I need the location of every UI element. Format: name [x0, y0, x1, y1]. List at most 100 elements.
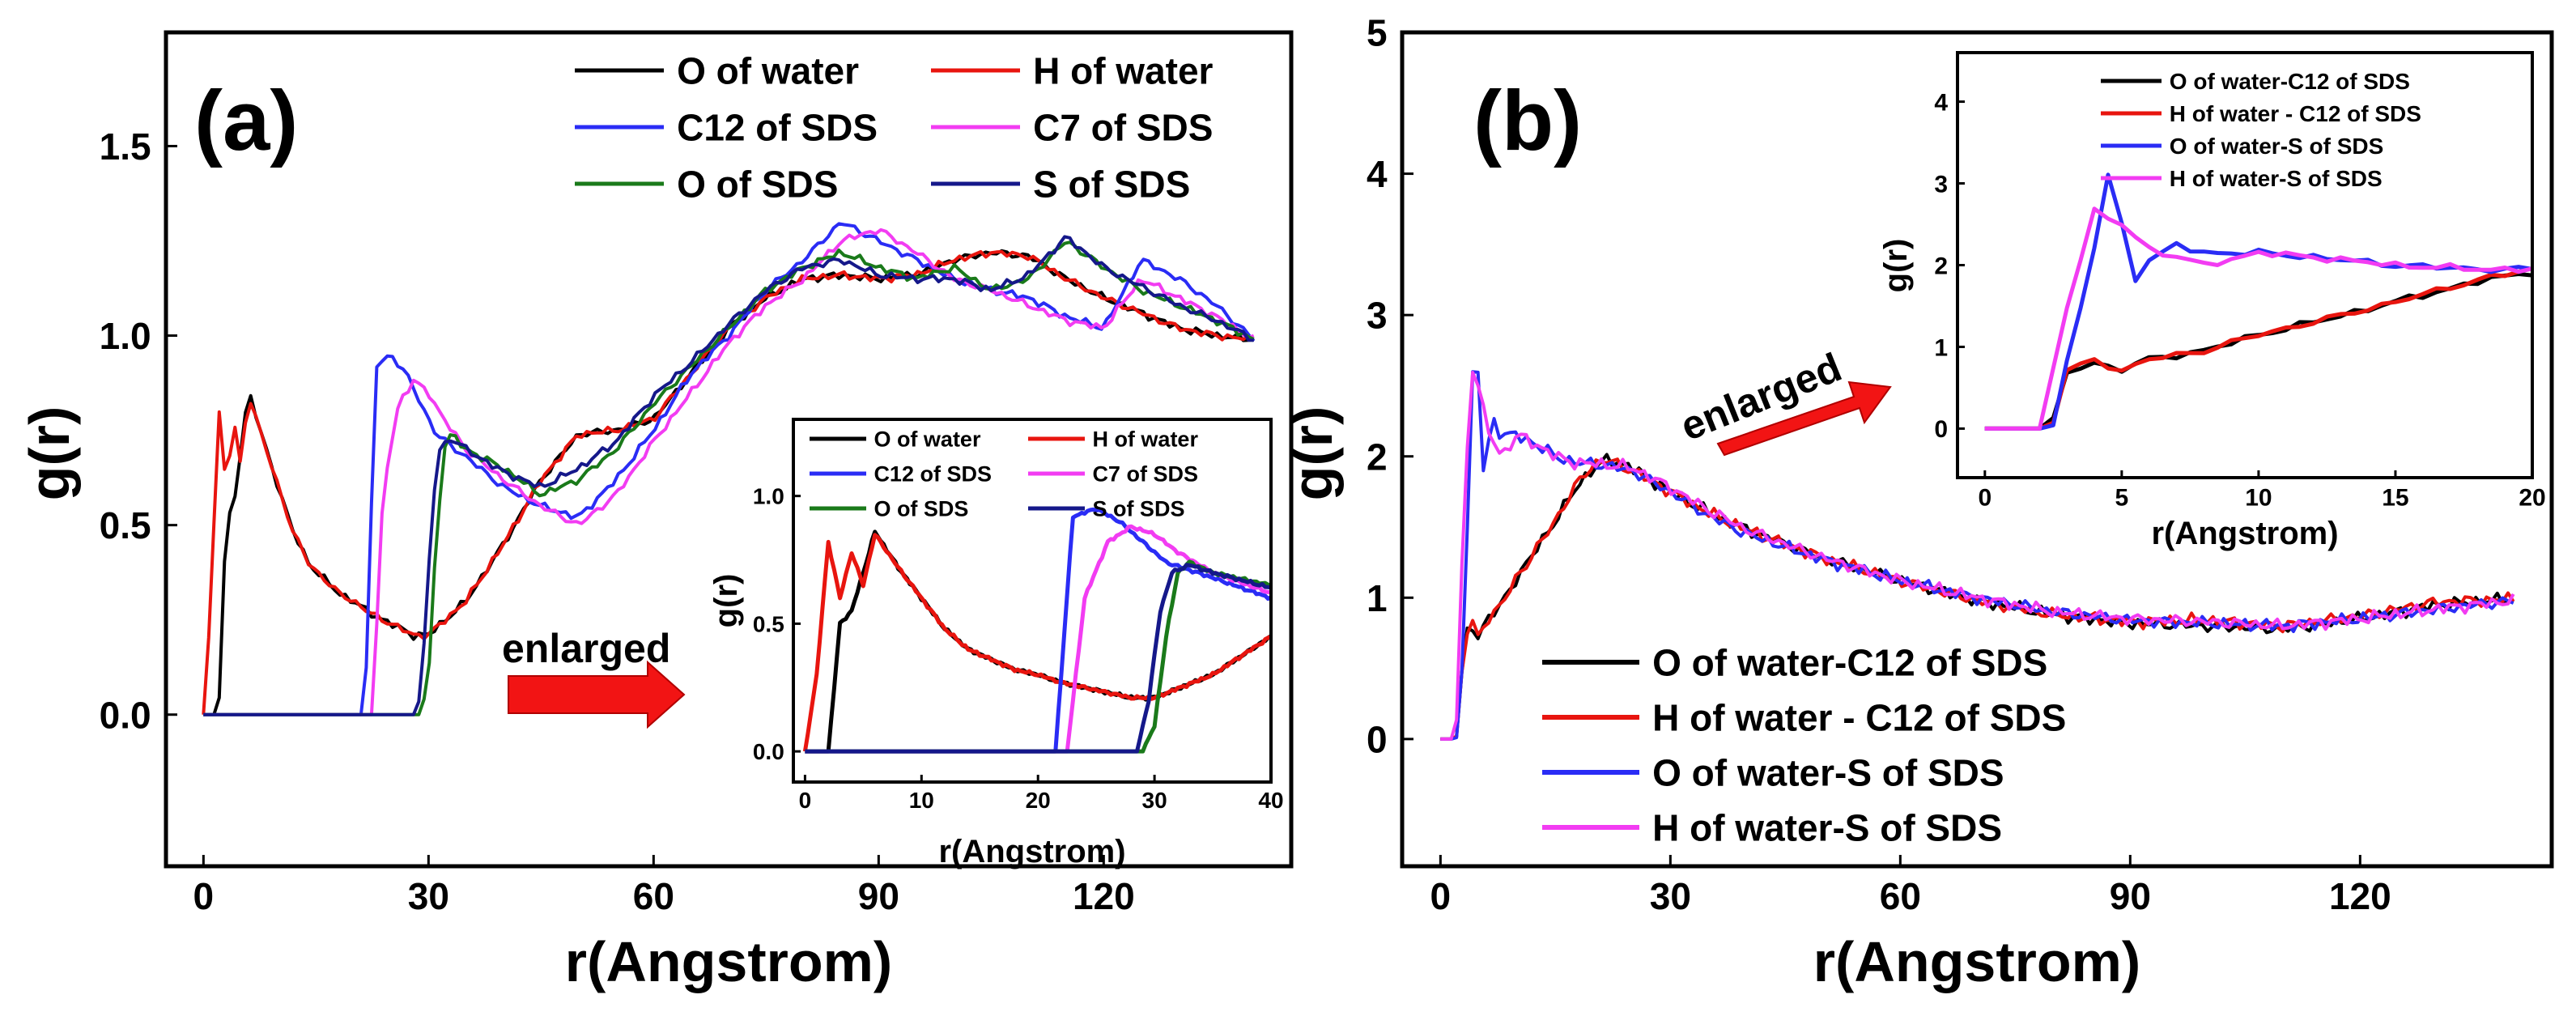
panel-a-legend-label: C12 of SDS: [677, 107, 878, 149]
panel-b-xtick-label: 120: [2329, 875, 2391, 917]
panel-a-inset-legend-label: O of water: [874, 427, 981, 452]
panel-a-inset-ytick-label: 0.0: [753, 739, 784, 764]
panel-b-ticks: 0 30 60 90 120 0 1 2 3 4 5: [1367, 12, 2391, 917]
panel-a-ytick-label: 1.5: [100, 125, 151, 168]
panel-b-ytick-label: 1: [1367, 577, 1388, 619]
panel-b-frame: [1400, 30, 2554, 869]
panel-a-xlabel: r(Angstrom): [565, 930, 892, 993]
panel-b-series-group: [1440, 370, 2515, 741]
panel-a-enlarged-text: enlarged: [502, 626, 670, 671]
panel-a-inset-legend-label: C7 of SDS: [1092, 462, 1198, 487]
panel-a-xtick-label: 90: [858, 875, 899, 917]
panel-b-legend: O of water-C12 of SDS H of water - C12 of…: [1542, 642, 2066, 849]
panel-a-ytick-label: 1.0: [100, 315, 151, 357]
panel-a-inset-series-s-of-sds: [805, 563, 1271, 754]
panel-a-ytick-label: 0.5: [100, 504, 151, 546]
panel-b-inset-legend: O of water-C12 of SDS H of water - C12 of…: [2101, 69, 2421, 191]
panel-a-series-s-of-sds: [203, 235, 1254, 716]
panel-a-ytick-label: 0.0: [100, 694, 151, 736]
panel-a-arrow: enlarged: [502, 626, 686, 729]
panel-b-inset-series-h-of-water-s-of-sds: [1984, 206, 2532, 431]
panel-a-legend-label: H of water: [1033, 50, 1213, 92]
panel-a-inset-xtick-label: 10: [909, 788, 934, 813]
panel-a-inset-legend-label: O of SDS: [874, 497, 968, 521]
panel-b-inset-xtick-label: 15: [2382, 485, 2408, 512]
panel-b-inset-bg: [1958, 53, 2532, 478]
panel-a-ylabel: g(r): [18, 406, 81, 501]
panel-b-inset-ytick-label: 3: [1934, 171, 1948, 198]
panel-a-inset-legend-label: H of water: [1092, 427, 1198, 452]
panel-a-legend-label: C7 of SDS: [1033, 107, 1213, 149]
panel-b-inset-ylabel: g(r): [1878, 239, 1914, 293]
panel-b-legend-label: H of water - C12 of SDS: [1652, 697, 2066, 739]
panel-b-label: (b): [1473, 74, 1582, 168]
panel-b-legend-label: H of water-S of SDS: [1652, 807, 2002, 849]
panel-b-plot: [1440, 370, 2515, 741]
panel-a-inset-plot: [802, 507, 1271, 754]
panel-b-red-arrow: [1716, 380, 1892, 457]
panel-b-xtick-label: 90: [2110, 875, 2151, 917]
panel-a-inset-xtick-label: 20: [1026, 788, 1051, 813]
panel-a-legend-label: S of SDS: [1033, 164, 1190, 206]
panel-a-frame: [164, 30, 1294, 869]
panel-a-plot: [202, 222, 1256, 716]
panel-a: 0 30 60 90 120 0.0 0.5 1.0 1.5 (a) r(Angstrom) g…: [18, 30, 1294, 993]
panel-a-inset-xtick-label: 40: [1258, 788, 1283, 813]
panel-b-ytick-label: 0: [1367, 718, 1388, 760]
panel-a-inset: 0 10 20 30 40 0.0 0.5 1.0 O of water H of water C…: [708, 418, 1284, 869]
panel-a-legend-label: O of SDS: [677, 164, 838, 206]
panel-b-inset: 0 5 10 15 20 0 1 2 3 4 O of water-C12 of SDS H of …: [1878, 51, 2546, 551]
panel-b-inset-legend-label: O of water-C12 of SDS: [2170, 69, 2410, 94]
panel-b-ylabel: g(r): [1281, 406, 1344, 501]
panel-b-inset-ticks: 0 5 10 15 20 0 1 2 3 4: [1934, 89, 2545, 511]
panel-a-series-group: [202, 222, 1256, 716]
panel-b-series-o-of-water-s-of-sds: [1440, 370, 2514, 741]
panel-b-inset-xtick-label: 0: [1978, 485, 1992, 512]
panel-a-inset-ytick-label: 1.0: [753, 484, 784, 509]
panel-b-series-h-of-water-s-of-sds: [1440, 371, 2515, 741]
panel-a-legend: O of water H of water C12 of SDS C7 of SDS O…: [575, 50, 1214, 206]
panel-a-legend-label: O of water: [677, 50, 859, 92]
panel-b-inset-xtick-label: 10: [2245, 485, 2272, 512]
panel-a-inset-xlabel: r(Angstrom): [938, 834, 1125, 869]
panel-b-inset-xtick-label: 5: [2115, 485, 2129, 512]
panel-a-ticks: 0 30 60 90 120 0.0 0.5 1.0 1.5: [100, 125, 1135, 917]
panel-b-ytick-label: 3: [1367, 295, 1388, 337]
panel-b-ytick-label: 5: [1367, 12, 1388, 54]
panel-a-xtick-label: 30: [408, 875, 449, 917]
panel-a-inset-series-group: [802, 507, 1271, 754]
panel-b-arrow: enlarged: [1674, 344, 1892, 457]
panel-a-inset-ticks: 0 10 20 30 40 0.0 0.5 1.0: [753, 484, 1284, 813]
panel-a-xtick-label: 0: [193, 875, 215, 917]
panel-b-ytick-label: 4: [1367, 153, 1388, 195]
panel-a-inset-legend: O of water H of water C12 of SDS C7 of SDS O…: [810, 427, 1198, 521]
panel-a-inset-frame: [792, 418, 1273, 784]
panel-a-xtick-label: 60: [633, 875, 674, 917]
panel-a-inset-series-h-of-water: [802, 533, 1271, 752]
panel-a-label: (a): [194, 74, 298, 168]
panel-b-inset-ytick-label: 4: [1934, 89, 1948, 116]
panel-b-xtick-label: 60: [1880, 875, 1921, 917]
panel-a-inset-xtick-label: 0: [799, 788, 812, 813]
panel-b-inset-series-group: [1984, 172, 2532, 431]
panel-b-xtick-label: 30: [1650, 875, 1691, 917]
panel-b-inset-plot: [1984, 172, 2532, 431]
panel-a-inset-legend-label: S of SDS: [1092, 497, 1184, 521]
panel-b-inset-xlabel: r(Angstrom): [2151, 516, 2338, 551]
panel-b-ytick-label: 2: [1367, 436, 1388, 478]
panel-b-legend-label: O of water-S of SDS: [1652, 752, 2004, 794]
panel-a-xtick-label: 120: [1073, 875, 1135, 917]
panel-a-series-c7-of-sds: [203, 227, 1255, 716]
panel-a-inset-ytick-label: 0.5: [753, 611, 784, 636]
panel-a-inset-bg: [793, 419, 1271, 782]
panel-b-inset-legend-label: H of water-S of SDS: [2170, 166, 2383, 191]
panel-b-xlabel: r(Angstrom): [1813, 930, 2140, 993]
panel-b-inset-xtick-label: 20: [2519, 485, 2545, 512]
panel-b-inset-series-h-of-water-c12-of-sds: [1984, 266, 2532, 431]
panel-b-inset-ytick-label: 1: [1934, 334, 1948, 361]
panel-a-inset-legend-label: C12 of SDS: [874, 462, 992, 487]
panel-b-inset-legend-label: H of water - C12 of SDS: [2170, 101, 2421, 126]
panel-a-red-arrow: [508, 660, 686, 729]
